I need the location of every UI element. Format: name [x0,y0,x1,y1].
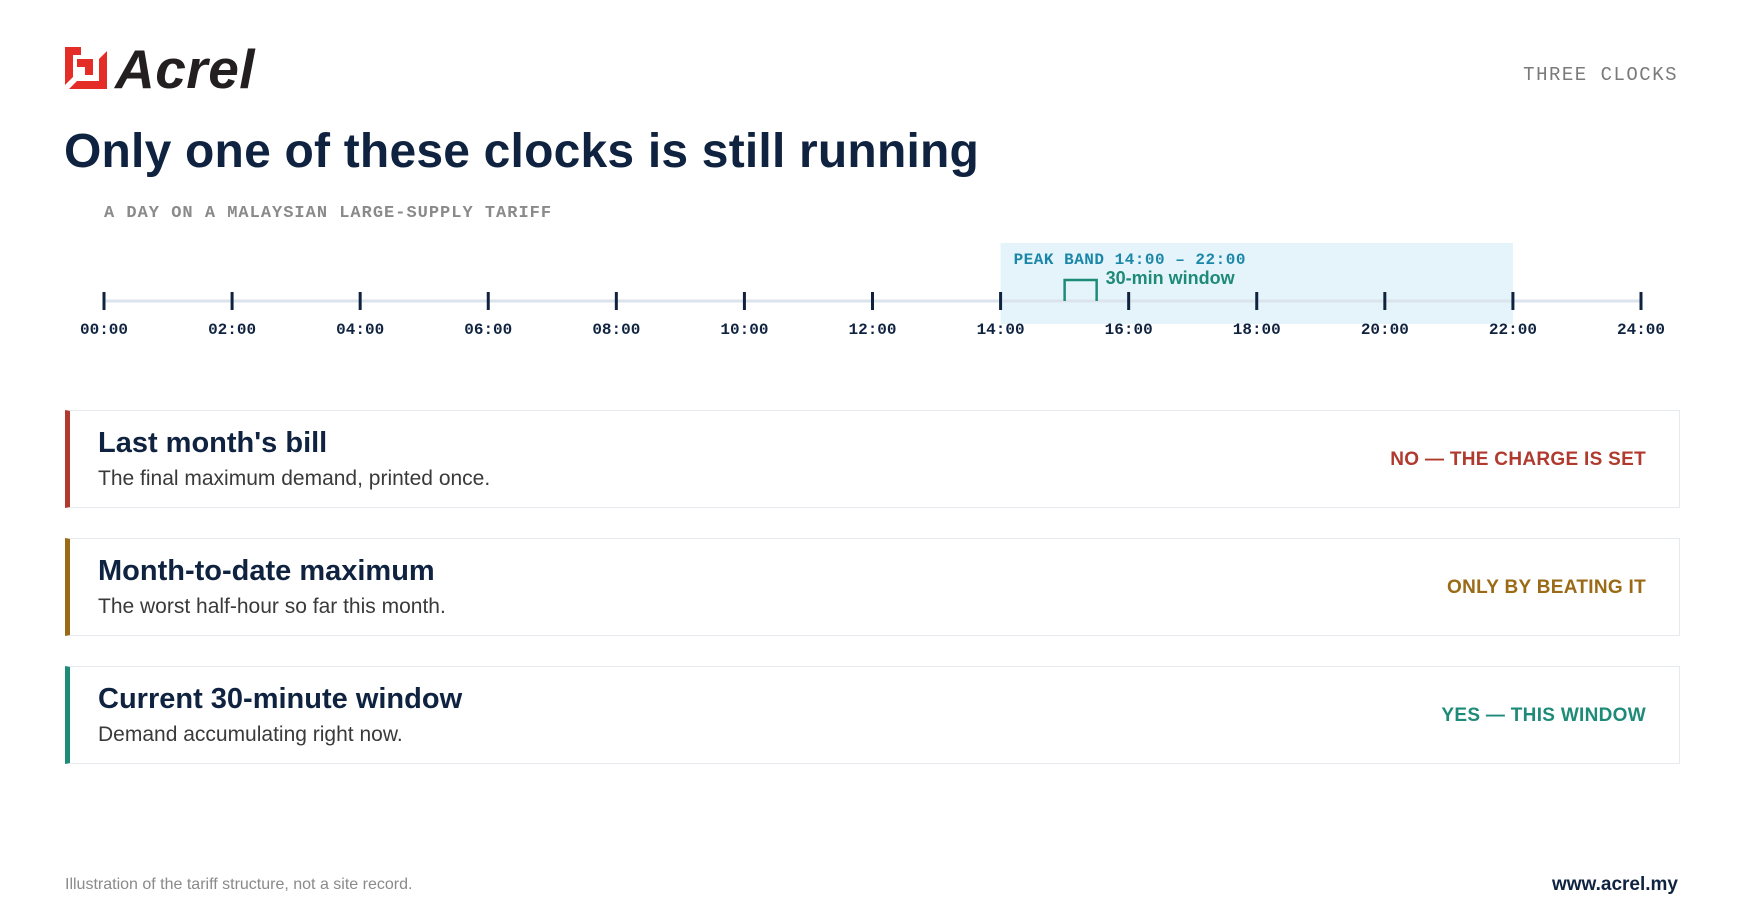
clock-label: Month-to-date maximum [98,555,435,587]
window-marker [1063,278,1098,301]
clock-row-last-bill: Last month's bill The final maximum dema… [65,410,1680,508]
peak-band [1000,243,1513,324]
timeline-tick-label: 02:00 [208,321,256,339]
clock-list: Last month's bill The final maximum dema… [65,410,1680,794]
clock-row-current-window: Current 30-minute window Demand accumula… [65,666,1680,764]
timeline-tick-label: 00:00 [80,321,128,339]
window-label: 30-min window [1106,268,1236,288]
timeline-tick-label: 04:00 [336,321,384,339]
timeline-tick-label: 22:00 [1489,321,1537,339]
timeline-tick-label: 08:00 [592,321,640,339]
page-subtitle: A DAY ON A MALAYSIAN LARGE-SUPPLY TARIFF [104,204,553,223]
clock-description: Demand accumulating right now. [98,723,403,746]
clock-description: The final maximum demand, printed once. [98,467,491,490]
clock-status: ONLY BY BEATING IT [1447,577,1646,598]
peak-band-label: PEAK BAND 14:00 – 22:00 [1014,251,1246,269]
timeline-tick-label: 10:00 [720,321,768,339]
page-title: Only one of these clocks is still runnin… [64,125,980,178]
footnote: Illustration of the tariff structure, no… [65,876,413,893]
clock-description: The worst half-hour so far this month. [98,595,446,618]
clock-row-month-to-date: Month-to-date maximum The worst half-hou… [65,538,1680,636]
timeline-tick-label: 12:00 [848,321,896,339]
clock-label: Last month's bill [98,427,328,459]
clock-status: NO — THE CHARGE IS SET [1390,449,1646,470]
timeline-tick-label: 14:00 [977,321,1025,339]
brand-name: Acrel [115,38,256,100]
brand-logo: Acrel [65,38,256,100]
clock-status: YES — THIS WINDOW [1441,705,1646,726]
timeline-tick-label: 20:00 [1361,321,1409,339]
timeline-tick-label: 06:00 [464,321,512,339]
timeline-tick-label: 16:00 [1105,321,1153,339]
acrel-logo-icon [65,47,107,89]
clock-label: Current 30-minute window [98,683,463,715]
website-link[interactable]: www.acrel.my [1551,874,1678,895]
timeline-tick-label: 18:00 [1233,321,1281,339]
header-kicker: THREE CLOCKS [1523,64,1678,86]
timeline-tick-label: 24:00 [1617,321,1665,339]
